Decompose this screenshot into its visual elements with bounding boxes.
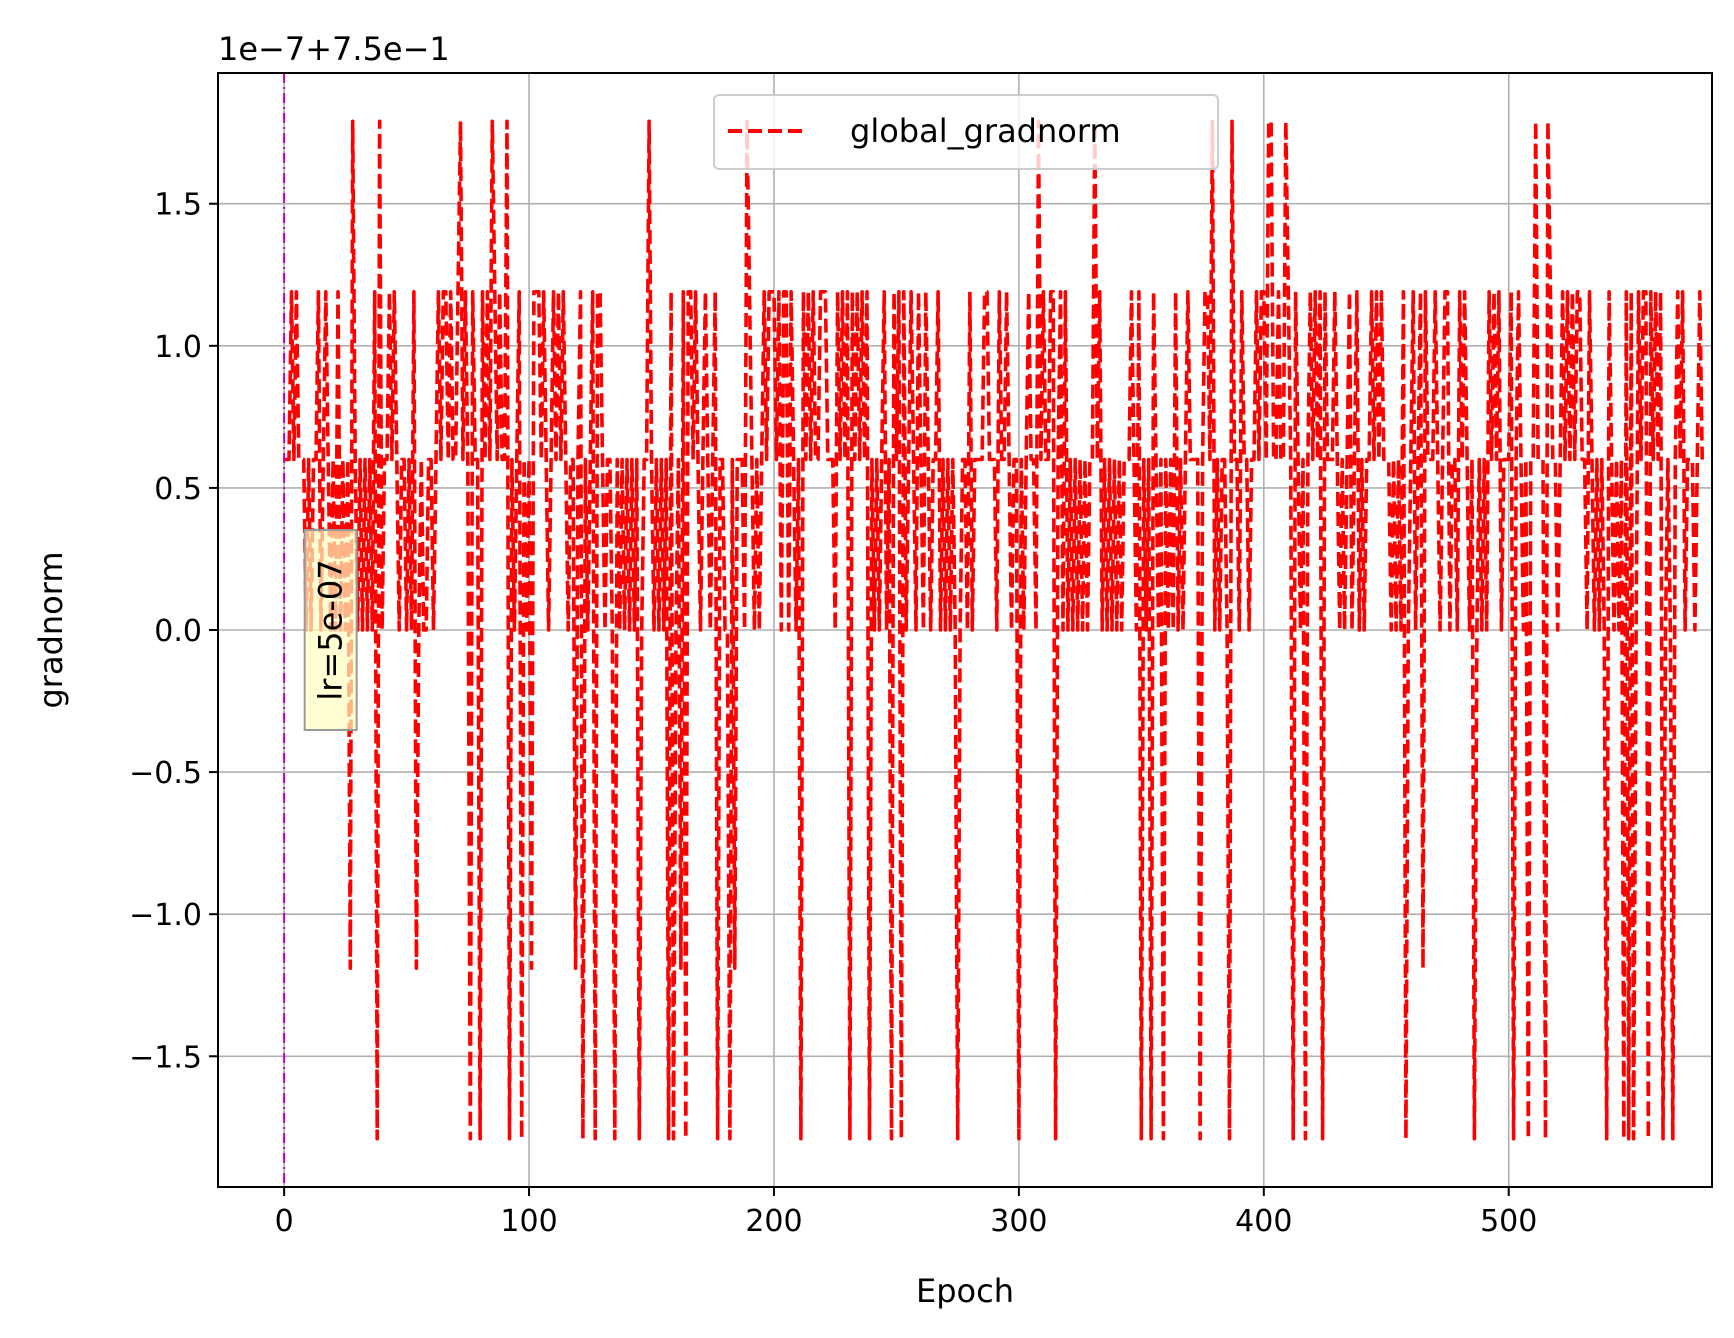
y-axis-label: gradnorm <box>32 551 70 708</box>
x-tick-label-0: 0 <box>275 1204 294 1239</box>
lr-annotation-text: lr=5e-07 <box>312 559 350 700</box>
x-tick-label-4: 400 <box>1235 1204 1292 1239</box>
x-tick-label-2: 200 <box>745 1204 802 1239</box>
y-tick-label-6: 1.5 <box>154 188 202 223</box>
plot-series <box>284 119 1704 1141</box>
lr-annotation: lr=5e-07 <box>303 529 358 731</box>
y-offset-text: 1e−7+7.5e−1 <box>218 30 450 68</box>
y-tick-label-4: 0.5 <box>154 472 202 507</box>
legend-label-global-gradnorm: global_gradnorm <box>850 112 1121 150</box>
y-tick-label-1: −1.0 <box>129 898 202 933</box>
axis-ticks: 0 100 200 300 400 500 −1.5 −1.0 −0.5 0.0 0.5 1.0 1.5 <box>129 188 1537 1239</box>
y-tick-label-2: −0.5 <box>129 756 202 791</box>
x-tick-label-3: 300 <box>990 1204 1047 1239</box>
legend-box <box>713 94 1219 170</box>
x-tick-label-5: 500 <box>1480 1204 1537 1239</box>
y-tick-label-5: 1.0 <box>154 330 202 365</box>
x-tick-label-1: 100 <box>500 1204 557 1239</box>
legend: global_gradnorm <box>713 94 1219 170</box>
lr-annotation-box <box>303 529 358 731</box>
x-axis-label: Epoch <box>916 1272 1014 1310</box>
series-line-global_gradnorm <box>284 119 1704 1141</box>
y-tick-label-0: −1.5 <box>129 1040 202 1075</box>
y-tick-label-3: 0.0 <box>154 614 202 649</box>
